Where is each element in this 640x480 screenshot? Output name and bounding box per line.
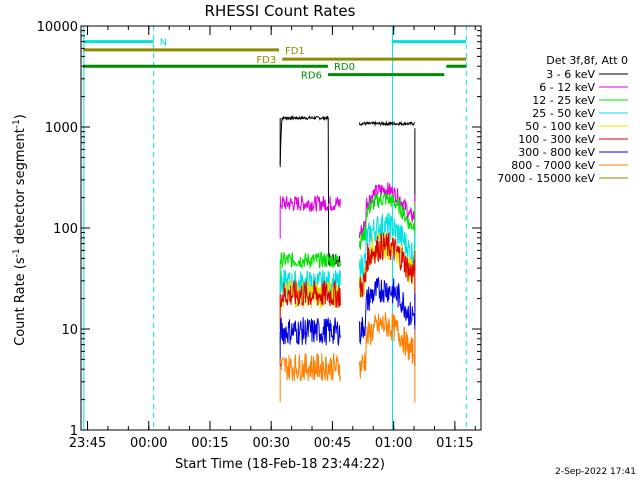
legend-label: 300 - 800 keV bbox=[518, 146, 595, 159]
series-line bbox=[279, 277, 416, 346]
y-axis-label-mid: detector segment bbox=[13, 128, 28, 248]
legend-label: 25 - 50 keV bbox=[532, 107, 595, 120]
x-axis: 23:45 00:00 00:15 00:30 00:45 01:00 01:15 bbox=[69, 26, 476, 451]
x-tick-label: 00:30 bbox=[252, 436, 289, 451]
legend-label: 100 - 300 keV bbox=[518, 133, 595, 146]
series-line bbox=[279, 114, 416, 267]
state-bar-label: RD0 bbox=[334, 62, 355, 73]
plot-marks: N FD1 FD3 RD0 RD6 bbox=[83, 26, 467, 430]
state-bar-label: FD3 bbox=[256, 55, 276, 66]
y-tick-label: 1 bbox=[70, 424, 78, 439]
y-tick-label: 100 bbox=[53, 222, 78, 237]
y-tick-label: 10000 bbox=[37, 20, 78, 35]
x-tick-label: 00:00 bbox=[130, 436, 167, 451]
series-line bbox=[279, 182, 416, 239]
y-axis: 1 10 100 1000 10000 bbox=[37, 20, 481, 439]
legend-title: Det 3f,8f, Att 0 bbox=[546, 54, 628, 67]
x-axis-label: Start Time (18-Feb-18 23:44:22) bbox=[175, 457, 385, 472]
legend-label: 800 - 7000 keV bbox=[511, 159, 595, 172]
legend-label: 50 - 100 keV bbox=[525, 120, 595, 133]
y-tick-label: 1000 bbox=[45, 121, 78, 136]
y-axis-label-main: Count Rate (s bbox=[13, 257, 28, 346]
x-tick-label: 00:45 bbox=[314, 436, 351, 451]
legend-label: 3 - 6 keV bbox=[546, 68, 595, 81]
y-axis-label-sup2: -1 bbox=[12, 119, 22, 128]
y-tick-label: 10 bbox=[61, 323, 78, 338]
x-tick-label: 23:45 bbox=[69, 436, 106, 451]
x-tick-label: 01:00 bbox=[375, 436, 412, 451]
x-tick-label: 01:15 bbox=[436, 436, 473, 451]
x-tick-label: 00:15 bbox=[191, 436, 228, 451]
chart-title: RHESSI Count Rates bbox=[205, 2, 356, 20]
state-bar-label: RD6 bbox=[301, 71, 322, 82]
footer-timestamp: 2-Sep-2022 17:41 bbox=[555, 467, 636, 477]
legend-label: 6 - 12 keV bbox=[539, 81, 595, 94]
legend-label: 12 - 25 keV bbox=[532, 94, 595, 107]
state-bar-label: FD1 bbox=[285, 46, 305, 57]
legend-label: 7000 - 15000 keV bbox=[497, 172, 595, 185]
series-line bbox=[279, 312, 416, 382]
series-line bbox=[279, 231, 416, 308]
state-bar-label: N bbox=[160, 38, 167, 49]
series-line bbox=[279, 193, 416, 269]
y-axis-label: Count Rate (s-1 detector segment-1) bbox=[12, 114, 28, 346]
y-axis-label-end: ) bbox=[13, 114, 28, 119]
y-axis-label-sup1: -1 bbox=[12, 248, 22, 257]
